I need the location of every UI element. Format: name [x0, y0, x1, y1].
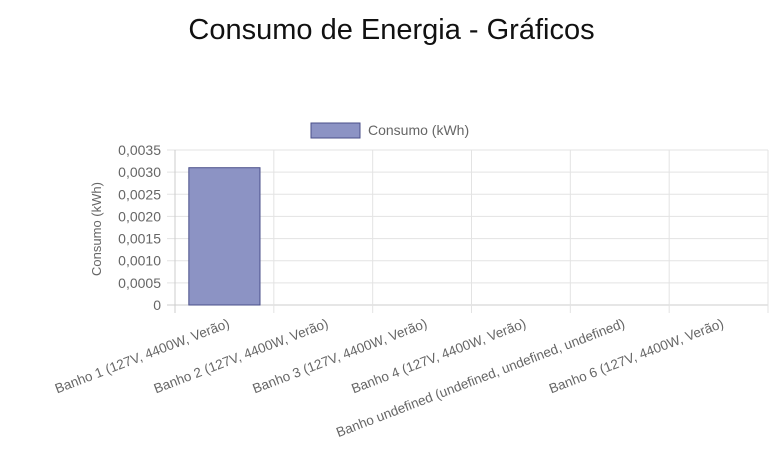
legend-label: Consumo (kWh)	[368, 122, 469, 138]
x-tick-label: Banho 2 (127V, 4400W, Verão)	[152, 316, 331, 397]
chart-legend[interactable]: Consumo (kWh)	[310, 122, 469, 139]
x-tick-label: Banho 1 (127V, 4400W, Verão)	[53, 316, 232, 397]
legend-swatch	[310, 122, 361, 139]
x-axis-ticks: Banho 1 (127V, 4400W, Verão)Banho 2 (127…	[53, 316, 726, 440]
chart-grid	[167, 149, 769, 313]
chart-bars	[188, 167, 261, 306]
y-axis-ticks: 0 0,0005 0,0010 0,0015 0,0020 0,0025 0,0030 0,0…	[118, 142, 161, 313]
y-tick-label: 0,0030	[118, 164, 161, 180]
x-tick-label: Banho 4 (127V, 4400W, Verão)	[349, 316, 528, 397]
y-tick-label: 0	[153, 297, 161, 313]
y-tick-label: 0,0020	[118, 208, 161, 224]
bar[interactable]	[188, 167, 261, 306]
y-tick-label: 0,0010	[118, 253, 161, 269]
y-tick-label: 0,0015	[118, 231, 161, 247]
page-title: Consumo de Energia - Gráficos	[188, 14, 595, 46]
x-tick-label: Banho 6 (127V, 4400W, Verão)	[547, 316, 726, 397]
y-tick-label: 0,0005	[118, 275, 161, 291]
y-axis-title: Consumo (kWh)	[89, 182, 104, 276]
y-tick-label: 0,0025	[118, 186, 161, 202]
x-tick-label: Banho 3 (127V, 4400W, Verão)	[250, 316, 429, 397]
y-tick-label: 0,0035	[118, 142, 161, 158]
